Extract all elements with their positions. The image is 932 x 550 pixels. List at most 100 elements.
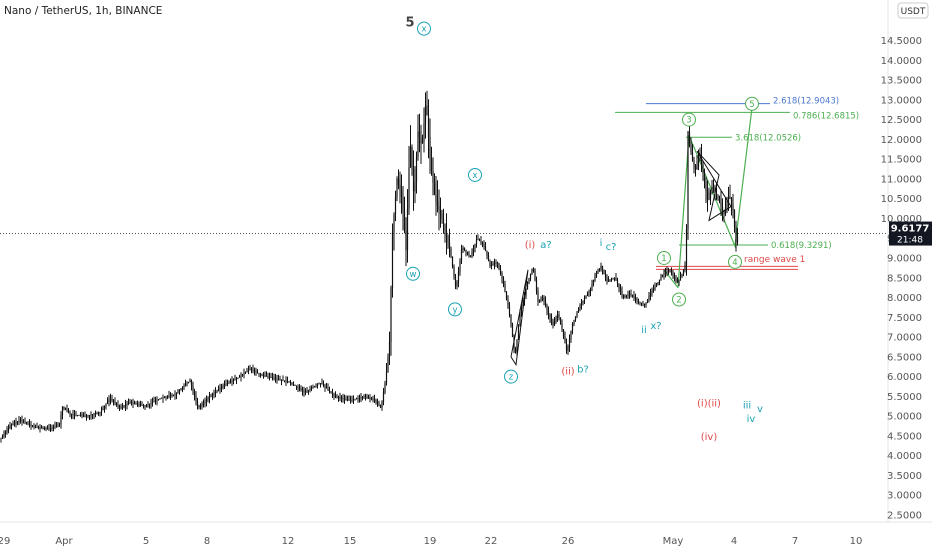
candle-body	[336, 396, 338, 398]
candle-body	[501, 273, 503, 279]
candle-body	[520, 307, 523, 314]
wave-label: 1	[661, 254, 666, 264]
candle-body	[417, 131, 419, 157]
y-tick-label: 3.0000	[887, 491, 922, 502]
candle-body	[84, 415, 86, 417]
candle-body	[405, 230, 407, 251]
candle-body	[684, 264, 686, 270]
candle-body	[253, 370, 256, 372]
candle-body	[672, 272, 674, 276]
candle-body	[334, 395, 337, 397]
candle-body	[571, 323, 574, 331]
candle-body	[345, 398, 347, 400]
candle-body	[367, 397, 370, 398]
candle-body	[430, 159, 433, 171]
candle-body	[118, 406, 121, 408]
candle-body	[696, 167, 698, 170]
candle-body	[262, 375, 265, 376]
candle-body	[474, 243, 476, 249]
candle-body	[375, 400, 377, 402]
fib-label: 0.786(12.6815)	[793, 111, 859, 121]
candle-body	[679, 276, 682, 280]
candle-body	[718, 198, 721, 203]
candle-body	[609, 280, 611, 282]
candle-body	[190, 380, 193, 386]
candle-body	[498, 263, 500, 269]
candle-body	[673, 275, 676, 279]
candle-body	[628, 293, 631, 295]
candle-body	[657, 282, 659, 285]
candle-body	[6, 429, 8, 432]
candle-body	[87, 415, 89, 417]
candle-body	[606, 277, 608, 282]
candle-body	[528, 278, 530, 284]
candle-body	[547, 310, 550, 315]
candle-body	[541, 297, 544, 300]
candle-body	[471, 252, 473, 257]
candle-body	[631, 294, 634, 297]
candle-body	[514, 348, 517, 353]
candle-body	[349, 400, 352, 401]
candle-body	[414, 181, 416, 192]
candle-body	[13, 423, 16, 425]
wave-label: b?	[577, 365, 589, 376]
candle-body	[133, 403, 136, 404]
candle-body	[459, 260, 461, 272]
y-tick-label: 12.0000	[881, 135, 922, 146]
candle-body	[214, 392, 217, 394]
candle-body	[439, 209, 442, 215]
candle-body	[525, 289, 527, 296]
candle-body	[616, 280, 619, 284]
candle-body	[468, 254, 470, 257]
candle-body	[100, 410, 103, 413]
candle-body	[423, 123, 425, 142]
candle-body	[685, 229, 688, 265]
candle-body	[82, 415, 85, 417]
candle-body	[619, 287, 622, 292]
candle-body	[448, 242, 451, 249]
candle-body	[30, 424, 32, 426]
candle-body	[199, 405, 202, 408]
candle-body	[340, 397, 343, 399]
candle-body	[546, 305, 548, 311]
x-tick-label: 29	[0, 536, 10, 547]
drawings	[510, 107, 753, 367]
wave-label: x?	[650, 321, 661, 332]
candle-body	[93, 413, 95, 415]
y-axis-ticks: 2.5000 3.0000 3.5000 4.0000 4.5000 5.0000 5.50…	[881, 36, 922, 522]
candle-body	[102, 408, 104, 411]
candle-body	[486, 251, 488, 257]
candle-body	[255, 371, 257, 373]
currency-button[interactable]: USDT	[897, 2, 929, 19]
candle-body	[327, 388, 329, 390]
candle-body	[579, 305, 581, 310]
wave-circle	[657, 250, 671, 265]
candle-body	[105, 403, 107, 406]
y-tick-label: 13.0000	[881, 95, 922, 106]
candle-body	[67, 411, 70, 413]
candle-body	[549, 314, 551, 319]
wedge-right	[696, 150, 732, 222]
candle-body	[457, 271, 460, 283]
candle-body	[682, 269, 685, 274]
candle-body	[294, 384, 296, 386]
candle-body	[54, 426, 56, 428]
candle-body	[292, 383, 295, 385]
candle-body	[384, 382, 386, 393]
candle-body	[40, 427, 43, 429]
candle-body	[478, 239, 481, 242]
candle-body	[306, 391, 308, 393]
candle-body	[442, 218, 445, 225]
y-tick-label: 4.0000	[887, 451, 922, 462]
candle-body	[360, 397, 362, 399]
candle-body	[178, 390, 181, 392]
candle-body	[643, 304, 646, 306]
candle-body	[483, 244, 485, 247]
candle-body	[700, 155, 703, 165]
y-tick-label: 3.5000	[887, 471, 922, 482]
candle-body	[697, 161, 700, 168]
candle-body	[189, 380, 191, 382]
candle-body	[469, 256, 472, 258]
x-tick-label: 10	[850, 536, 863, 547]
